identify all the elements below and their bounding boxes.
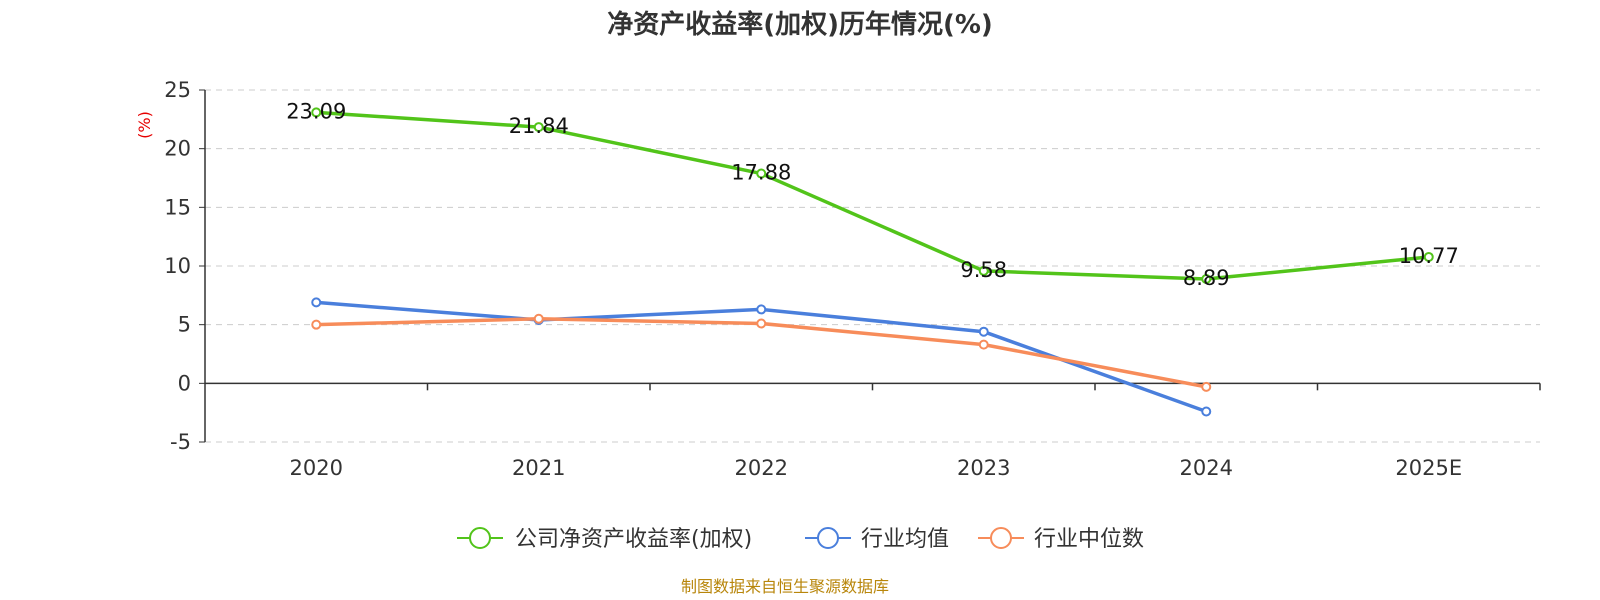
legend-marker	[990, 527, 1012, 549]
legend-label: 行业均值	[861, 527, 949, 552]
data-label: 10.77	[1399, 244, 1459, 268]
series-line	[314, 317, 1208, 389]
data-point[interactable]	[1201, 406, 1212, 417]
chart-title: 净资产收益率(加权)历年情况(%)	[607, 9, 993, 40]
data-point[interactable]	[1201, 381, 1212, 392]
source-note: 制图数据来自恒生聚源数据库	[681, 577, 889, 596]
data-point[interactable]	[311, 319, 322, 330]
x-tick-label: 2023	[957, 456, 1010, 480]
data-point[interactable]	[978, 265, 989, 276]
y-tick-label: 15	[164, 195, 191, 219]
series-line	[314, 110, 1431, 281]
data-label: 17.88	[731, 161, 791, 185]
x-tick-label: 2021	[512, 456, 565, 480]
x-tick-label: 2024	[1180, 456, 1233, 480]
legend[interactable]: 公司净资产收益率(加权) 行业均值 行业中位数	[457, 527, 1144, 552]
data-point[interactable]	[756, 304, 767, 315]
data-point[interactable]	[1423, 251, 1434, 262]
data-label: 23.09	[286, 99, 346, 123]
data-point[interactable]	[756, 318, 767, 329]
legend-item[interactable]: 行业均值	[805, 527, 949, 552]
data-label: 21.84	[509, 114, 569, 138]
y-axis-label: (%)	[135, 111, 154, 139]
y-tick-label: 20	[164, 137, 191, 161]
legend-item[interactable]: 公司净资产收益率(加权)	[457, 527, 752, 552]
data-label: 8.89	[1183, 266, 1230, 290]
series-group	[311, 107, 1434, 417]
data-point[interactable]	[1201, 274, 1212, 285]
data-point[interactable]	[978, 339, 989, 350]
y-tick-label: 5	[178, 313, 191, 337]
legend-item[interactable]: 行业中位数	[978, 527, 1144, 552]
legend-label: 公司净资产收益率(加权)	[515, 527, 752, 552]
x-tick-label: 2022	[735, 456, 788, 480]
axes: 25 20 15 10 5 0 -5 2020 2021 2022 2023 2024 2025E	[164, 78, 1541, 480]
legend-label: 行业中位数	[1034, 527, 1144, 552]
data-point[interactable]	[756, 168, 767, 179]
y-tick-label: 0	[178, 371, 191, 395]
y-tick-label: 10	[164, 254, 191, 278]
data-point[interactable]	[978, 326, 989, 337]
x-tick-label: 2020	[290, 456, 343, 480]
data-point[interactable]	[533, 122, 544, 133]
legend-marker	[817, 527, 839, 549]
y-tick-label: 25	[164, 78, 191, 102]
gridlines	[205, 89, 1540, 443]
data-labels: 23.09 21.84 17.88 9.58 8.89 10.77	[286, 99, 1459, 290]
y-tick-label: -5	[170, 430, 191, 454]
data-point[interactable]	[311, 297, 322, 308]
data-point[interactable]	[311, 107, 322, 118]
legend-marker	[469, 527, 491, 549]
data-point[interactable]	[533, 313, 544, 324]
data-label: 9.58	[960, 258, 1007, 282]
x-tick-label: 2025E	[1395, 456, 1462, 480]
